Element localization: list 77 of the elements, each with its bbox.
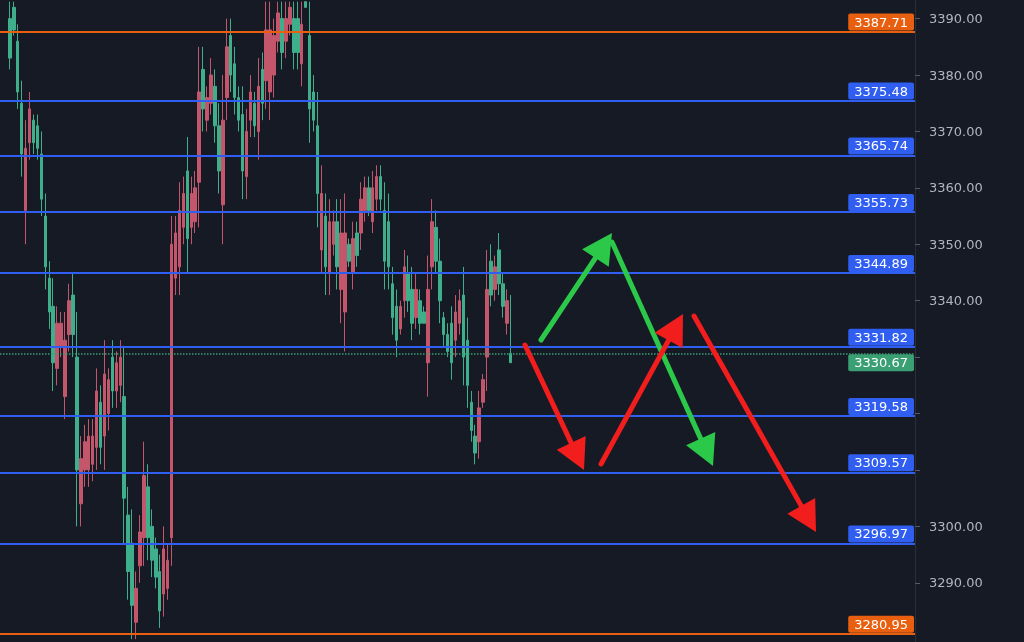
candlestick: [201, 46, 205, 132]
candlestick: [308, 1, 311, 144]
candlestick: [268, 1, 272, 121]
candlestick: [414, 271, 418, 330]
ref-line-label: 3296.97: [854, 526, 908, 542]
candlestick: [103, 339, 106, 471]
candlestick: [426, 255, 430, 398]
candlestick: [284, 1, 288, 59]
candlestick: [261, 51, 264, 121]
candlestick: [505, 288, 509, 336]
candlestick: [328, 198, 331, 296]
ref-line-label: 3330.67: [854, 355, 908, 371]
y-tick-label: 3290.00: [929, 575, 983, 591]
candlestick: [40, 130, 43, 217]
y-tick-label: 3300.00: [929, 518, 983, 534]
candlestick: [347, 238, 351, 268]
candlestick: [241, 85, 244, 200]
candlestick: [225, 18, 229, 121]
candlestick: [87, 418, 90, 488]
candlestick: [111, 339, 114, 409]
ref-line-label: 3319.58: [854, 398, 908, 414]
y-tick-label: 3360.00: [929, 180, 983, 196]
y-tick-label: 3350.00: [929, 236, 983, 252]
candlestick: [430, 198, 434, 290]
candlestick: [296, 1, 300, 70]
candlestick: [343, 193, 347, 352]
candlestick: [253, 91, 256, 138]
candlestick: [245, 108, 248, 200]
ref-line-label: 3375.48: [854, 83, 908, 99]
candlestick: [28, 91, 31, 161]
candlestick: [450, 305, 453, 381]
candlestick: [20, 80, 23, 178]
candlestick: [280, 1, 284, 70]
candlestick: [162, 525, 165, 618]
candlestick: [351, 221, 355, 290]
ref-line-label: 3365.74: [854, 138, 908, 154]
candlestick: [300, 1, 303, 87]
y-tick-label: 3380.00: [929, 67, 983, 83]
candlestick: [324, 193, 327, 296]
candlestick: [355, 221, 359, 268]
candlestick: [8, 1, 12, 70]
y-tick-label: 3390.00: [929, 11, 983, 27]
candlestick: [316, 91, 319, 228]
candlestick: [24, 119, 27, 245]
candlestick: [249, 74, 252, 138]
candlestick: [186, 136, 189, 273]
candlestick: [403, 249, 406, 319]
candlestick: [509, 294, 512, 364]
candlestick: [489, 243, 493, 307]
candlestick: [257, 57, 260, 161]
candlestick: [367, 176, 371, 217]
candlestick: [221, 74, 225, 245]
y-tick-label: 3340.00: [929, 293, 983, 309]
candlestick: [493, 255, 497, 302]
ref-line-label: 3387.71: [854, 14, 908, 30]
candlestick: [304, 1, 307, 8]
ref-line-label: 3280.95: [854, 616, 908, 632]
candlestick: [359, 181, 363, 251]
candlestick: [418, 288, 422, 336]
candlestick: [170, 215, 173, 567]
y-tick-label: 3370.00: [929, 123, 983, 139]
candlestick: [99, 384, 102, 465]
candlestick: [335, 198, 339, 290]
candlestick: [383, 181, 386, 290]
candlestick: [178, 181, 181, 296]
candlestick: [320, 164, 323, 273]
candlestick: [292, 1, 296, 70]
candlestick: [44, 193, 47, 290]
candlestick: [36, 114, 39, 161]
ref-line-label: 3331.82: [854, 329, 908, 345]
candlestick: [379, 164, 382, 211]
candlestick: [134, 570, 138, 640]
ref-line-label: 3344.89: [854, 256, 908, 272]
ref-line-label: 3355.73: [854, 194, 908, 210]
ref-line-label: 3309.57: [854, 455, 908, 471]
candlestick: [55, 305, 59, 386]
candlestick: [399, 300, 402, 336]
